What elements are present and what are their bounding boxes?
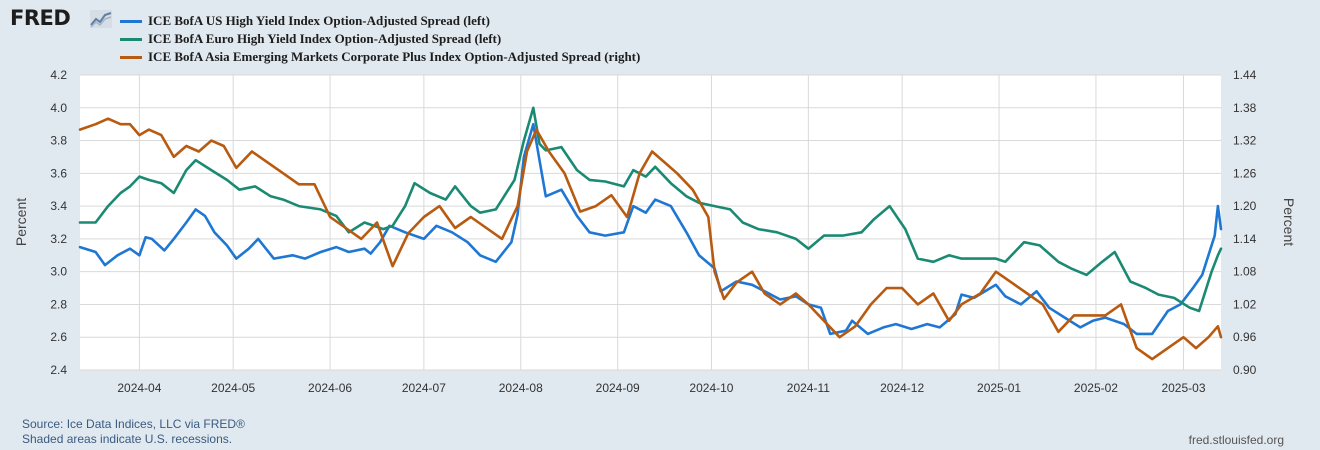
y-tick-left: 3.8: [50, 134, 67, 148]
x-tick-label: 2024-08: [499, 381, 543, 395]
x-tick-label: 2024-07: [402, 381, 446, 395]
y-tick-right: 1.20: [1233, 199, 1257, 213]
y-tick-right: 0.90: [1233, 363, 1257, 377]
x-tick-label: 2024-11: [787, 381, 830, 395]
y-tick-right: 1.08: [1233, 265, 1257, 279]
y-tick-left: 3.4: [50, 199, 67, 213]
series-lines: [78, 106, 1223, 361]
legend-label: ICE BofA US High Yield Index Option-Adju…: [148, 13, 490, 28]
footer-site-link[interactable]: fred.stlouisfed.org: [1188, 433, 1284, 447]
legend-label: ICE BofA Euro High Yield Index Option-Ad…: [148, 31, 502, 46]
y-axis-right-title: Percent: [1281, 198, 1297, 246]
legend-swatch: [120, 37, 142, 41]
y-tick-left: 3.6: [50, 166, 67, 180]
x-tick-label: 2024-04: [117, 381, 161, 395]
plot-area: [80, 75, 1221, 370]
x-tick-label: 2025-02: [1074, 381, 1118, 395]
x-tick-label: 2024-06: [308, 381, 352, 395]
y-tick-right: 1.14: [1233, 232, 1257, 246]
y-axis-left-title: Percent: [13, 198, 29, 246]
source-text: Source: Ice Data Indices, LLC via FRED®: [22, 417, 245, 431]
legend-item-asia-em-corporate[interactable]: ICE BofA Asia Emerging Markets Corporate…: [120, 48, 640, 66]
legend-item-euro-high-yield[interactable]: ICE BofA Euro High Yield Index Option-Ad…: [120, 30, 640, 48]
y-tick-left: 4.2: [50, 68, 67, 82]
x-tick-label: 2024-10: [689, 381, 733, 395]
x-tick-label: 2024-12: [880, 381, 924, 395]
y-tick-right: 1.44: [1233, 68, 1257, 82]
fred-chart-icon: [90, 10, 112, 28]
footer-source: Source: Ice Data Indices, LLC via FRED® …: [22, 417, 245, 447]
y-tick-left: 3.2: [50, 232, 67, 246]
x-tick-label: 2024-05: [211, 381, 255, 395]
y-tick-right: 1.26: [1233, 166, 1257, 180]
y-tick-right: 1.32: [1233, 134, 1257, 148]
fred-logo[interactable]: FRED: [10, 6, 71, 30]
legend-swatch: [120, 19, 142, 23]
x-tick-label: 2025-03: [1161, 381, 1205, 395]
series-line-2[interactable]: [78, 117, 1223, 361]
recession-note: Shaded areas indicate U.S. recessions.: [22, 432, 233, 446]
y-tick-right: 0.96: [1233, 330, 1257, 344]
x-tick-label: 2025-01: [977, 381, 1021, 395]
chart-legend: ICE BofA US High Yield Index Option-Adju…: [120, 12, 640, 66]
legend-label: ICE BofA Asia Emerging Markets Corporate…: [148, 49, 641, 64]
y-axis-right: 0.90 0.96 1.02 1.08 1.14 1.20 1.26 1.32 1.38 1.44: [1233, 68, 1257, 377]
x-tick-label: 2024-09: [596, 381, 640, 395]
y-tick-right: 1.38: [1233, 101, 1257, 115]
series-line-0[interactable]: [78, 122, 1223, 336]
y-tick-left: 3.0: [50, 265, 67, 279]
legend-swatch: [120, 55, 142, 59]
legend-item-us-high-yield[interactable]: ICE BofA US High Yield Index Option-Adju…: [120, 12, 640, 30]
y-tick-left: 2.4: [50, 363, 67, 377]
y-tick-left: 4.0: [50, 101, 67, 115]
y-tick-left: 2.6: [50, 330, 67, 344]
x-axis: 2024-04 2024-05 2024-06 2024-07 2024-08 2024-…: [117, 381, 1205, 395]
y-tick-left: 2.8: [50, 297, 67, 311]
series-line-1[interactable]: [78, 106, 1223, 313]
y-axis-left: 2.4 2.6 2.8 3.0 3.2 3.4 3.6 3.8 4.0 4.2: [50, 68, 67, 377]
y-tick-right: 1.02: [1233, 297, 1257, 311]
